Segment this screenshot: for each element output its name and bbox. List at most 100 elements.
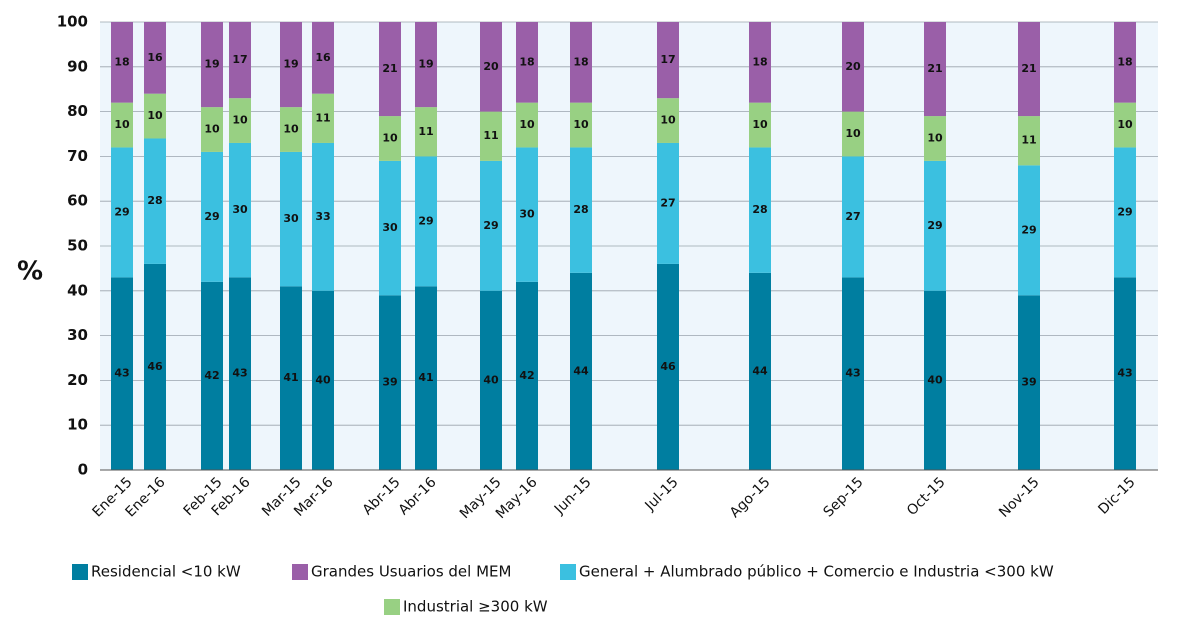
bar-segment [924, 116, 946, 161]
x-tick-label: Jul-15 [642, 474, 682, 514]
bar-segment [570, 272, 592, 470]
value-label: 11 [483, 129, 498, 142]
value-label: 17 [660, 53, 675, 66]
value-label: 11 [1021, 134, 1036, 147]
value-label: 28 [147, 194, 162, 207]
bar-segment [749, 102, 771, 148]
bar-segment [1114, 102, 1136, 148]
y-axis-label: % [17, 257, 43, 287]
legend-swatch [72, 564, 88, 580]
value-label: 10 [1117, 118, 1133, 131]
y-tick-label: 50 [67, 237, 88, 255]
value-label: 33 [315, 210, 330, 223]
legend-swatch [384, 599, 400, 615]
bar-segment [480, 22, 502, 112]
value-label: 16 [315, 51, 331, 64]
y-tick-label: 90 [67, 57, 88, 75]
bar-segment [144, 138, 166, 264]
y-tick-label: 20 [67, 371, 88, 389]
bar-segment [842, 156, 864, 278]
bar-segment [749, 147, 771, 273]
value-label: 44 [752, 364, 768, 377]
value-label: 16 [147, 51, 163, 64]
value-label: 21 [927, 62, 942, 75]
value-label: 29 [204, 210, 219, 223]
bar-segment [229, 22, 251, 99]
value-label: 21 [382, 62, 397, 75]
y-tick-label: 10 [67, 416, 88, 434]
bar-segment [379, 160, 401, 296]
x-tick-label: Nov-15 [996, 474, 1043, 521]
bar-segment [924, 160, 946, 291]
bar-segment [516, 102, 538, 148]
y-tick-label: 100 [57, 13, 88, 31]
bar-segment [201, 107, 223, 152]
bar-segment [480, 111, 502, 161]
bar-segment [415, 286, 437, 470]
x-tick-label: Jun-15 [551, 474, 595, 518]
value-label: 10 [573, 118, 589, 131]
bar-segment [1018, 22, 1040, 117]
bar-segment [111, 147, 133, 278]
value-label: 29 [483, 219, 498, 232]
bar-segment [1018, 165, 1040, 296]
bar-segment [924, 22, 946, 117]
bar-segment [229, 277, 251, 470]
value-label: 29 [1021, 223, 1036, 236]
value-label: 29 [1117, 205, 1132, 218]
x-tick-label: Oct-15 [904, 474, 949, 519]
bar-segment [144, 263, 166, 470]
bar-segment [1114, 22, 1136, 103]
value-label: 10 [519, 118, 535, 131]
value-label: 28 [573, 203, 588, 216]
value-label: 43 [232, 367, 247, 380]
bar-segment [111, 277, 133, 470]
value-label: 40 [483, 373, 499, 386]
value-label: 10 [114, 118, 130, 131]
bar-segment [657, 263, 679, 470]
value-label: 41 [418, 371, 433, 384]
bar-segment [312, 93, 334, 143]
bar-segment [749, 22, 771, 103]
bar-segment [379, 22, 401, 117]
value-label: 43 [845, 367, 860, 380]
value-label: 28 [752, 203, 767, 216]
bar-segment [280, 22, 302, 108]
value-label: 19 [204, 58, 219, 71]
legend-label: Grandes Usuarios del MEM [311, 563, 511, 581]
legend-swatch [560, 564, 576, 580]
bar-segment [516, 281, 538, 470]
value-label: 42 [204, 369, 219, 382]
bar-segment [1018, 295, 1040, 470]
legend-label: Residencial <10 kW [91, 563, 241, 581]
bar-segment [379, 295, 401, 470]
x-tick-label: Ago-15 [727, 474, 774, 521]
value-label: 18 [1117, 55, 1132, 68]
bar-segment [657, 22, 679, 99]
bar-segment [201, 151, 223, 282]
bar-segment [111, 102, 133, 148]
y-tick-label: 40 [67, 281, 88, 299]
value-label: 41 [283, 371, 298, 384]
x-tick-label: Abr-16 [396, 474, 440, 518]
value-label: 40 [315, 373, 331, 386]
bar-segment [842, 277, 864, 470]
value-label: 30 [283, 212, 299, 225]
bar-segment [379, 116, 401, 161]
bar-segment [657, 142, 679, 264]
legend-swatch [292, 564, 308, 580]
value-label: 29 [114, 205, 129, 218]
value-label: 17 [232, 53, 247, 66]
legend-label: Industrial ≥300 kW [403, 598, 548, 616]
value-label: 44 [573, 364, 589, 377]
value-label: 30 [519, 208, 535, 221]
bar-segment [144, 93, 166, 139]
value-label: 18 [519, 55, 534, 68]
bar-segment [480, 290, 502, 470]
bar-segment [570, 147, 592, 273]
bar-segment [516, 147, 538, 282]
bar-segment [280, 107, 302, 152]
x-tick-label: Dic-15 [1095, 474, 1138, 517]
bar-segment [924, 290, 946, 470]
